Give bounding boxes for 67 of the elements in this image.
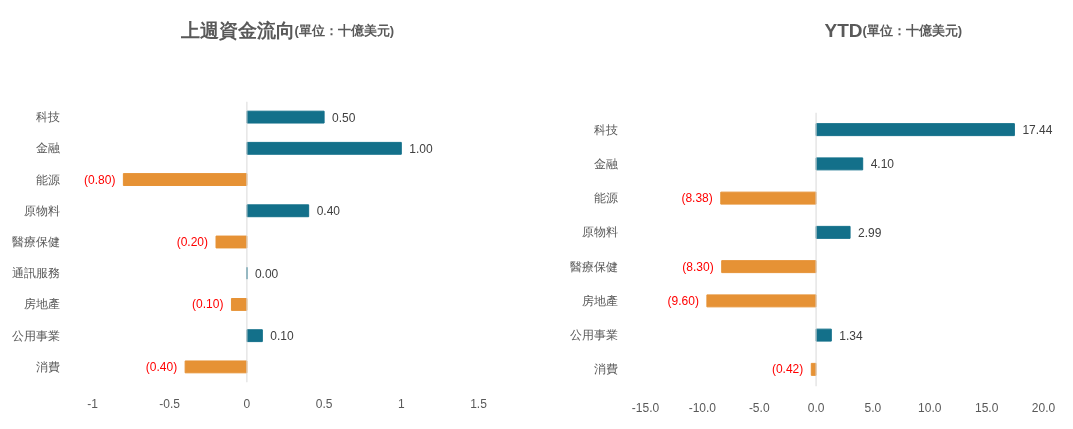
y-tick-label: 金融 bbox=[593, 156, 618, 171]
data-label: 1.34 bbox=[839, 328, 863, 343]
data-label: (0.10) bbox=[192, 297, 224, 312]
data-label: 1.00 bbox=[409, 141, 433, 156]
data-label: 0.10 bbox=[270, 329, 295, 344]
data-label: (0.20) bbox=[176, 235, 209, 249]
data-label: (0.40) bbox=[145, 359, 178, 374]
data-label: 2.99 bbox=[858, 225, 882, 240]
y-tick-label: 公用事業 bbox=[569, 328, 618, 343]
y-tick-label: 房地產 bbox=[23, 297, 60, 312]
bar bbox=[184, 360, 248, 374]
bar bbox=[706, 294, 817, 308]
y-tick-label: 醫療保健 bbox=[569, 259, 618, 274]
data-label: 0.50 bbox=[332, 110, 356, 125]
data-label: 0.40 bbox=[316, 204, 341, 219]
x-tick-label: 1 bbox=[397, 396, 405, 411]
x-tick-label: 0.0 bbox=[807, 400, 825, 415]
y-tick-label: 金融 bbox=[35, 141, 60, 156]
x-tick-label: 0.5 bbox=[315, 396, 333, 411]
y-tick-label: 科技 bbox=[35, 110, 60, 125]
chart-subtitle: (單位：十億美元) bbox=[294, 23, 395, 38]
x-tick-label: 5.0 bbox=[864, 400, 882, 415]
y-tick-label: 公用事業 bbox=[11, 328, 60, 343]
x-tick-label: 10.0 bbox=[918, 400, 942, 415]
bar bbox=[246, 141, 402, 155]
bar bbox=[815, 225, 851, 239]
data-label: (8.38) bbox=[681, 191, 713, 206]
data-label: (0.42) bbox=[771, 362, 804, 377]
bar bbox=[230, 298, 248, 311]
bar bbox=[721, 260, 817, 274]
data-label: (9.60) bbox=[667, 293, 699, 308]
y-tick-label: 能源 bbox=[593, 191, 618, 206]
chart-title: YTD bbox=[824, 20, 863, 41]
data-label: 0.00 bbox=[254, 266, 279, 281]
y-tick-label: 原物料 bbox=[23, 203, 60, 218]
y-tick-label: 科技 bbox=[593, 122, 618, 137]
bar bbox=[246, 204, 310, 218]
chart-title: 上週資金流向 bbox=[179, 20, 295, 41]
x-tick-label: -10.0 bbox=[688, 400, 717, 415]
x-tick-label: 20.0 bbox=[1031, 400, 1056, 415]
bar bbox=[815, 123, 1015, 137]
data-label: (0.80) bbox=[84, 172, 116, 187]
x-tick-label: -0.5 bbox=[159, 396, 181, 411]
bar bbox=[720, 191, 817, 205]
x-tick-label: 15.0 bbox=[974, 400, 999, 415]
bar bbox=[246, 110, 325, 124]
data-label: 17.44 bbox=[1022, 123, 1053, 138]
y-tick-label: 房地產 bbox=[581, 293, 618, 308]
y-tick-label: 醫療保健 bbox=[11, 235, 60, 249]
bar bbox=[815, 328, 832, 342]
x-tick-label: 1.5 bbox=[470, 396, 488, 411]
bar bbox=[246, 329, 263, 343]
x-tick-label: 0 bbox=[243, 396, 251, 411]
x-tick-label: -5.0 bbox=[748, 400, 770, 415]
bar bbox=[215, 235, 248, 249]
x-tick-label: -15.0 bbox=[631, 400, 660, 415]
bar bbox=[122, 173, 248, 186]
x-tick-label: -1 bbox=[87, 396, 99, 411]
y-tick-label: 通訊服務 bbox=[11, 266, 60, 281]
bar bbox=[815, 157, 864, 171]
y-tick-label: 消費 bbox=[593, 362, 618, 377]
data-label: (8.30) bbox=[682, 259, 714, 274]
y-tick-label: 原物料 bbox=[581, 225, 618, 240]
data-label: 4.10 bbox=[870, 157, 895, 172]
y-tick-label: 能源 bbox=[35, 172, 60, 187]
chart-subtitle: (單位：十億美元) bbox=[862, 23, 963, 38]
y-tick-label: 消費 bbox=[35, 359, 60, 374]
